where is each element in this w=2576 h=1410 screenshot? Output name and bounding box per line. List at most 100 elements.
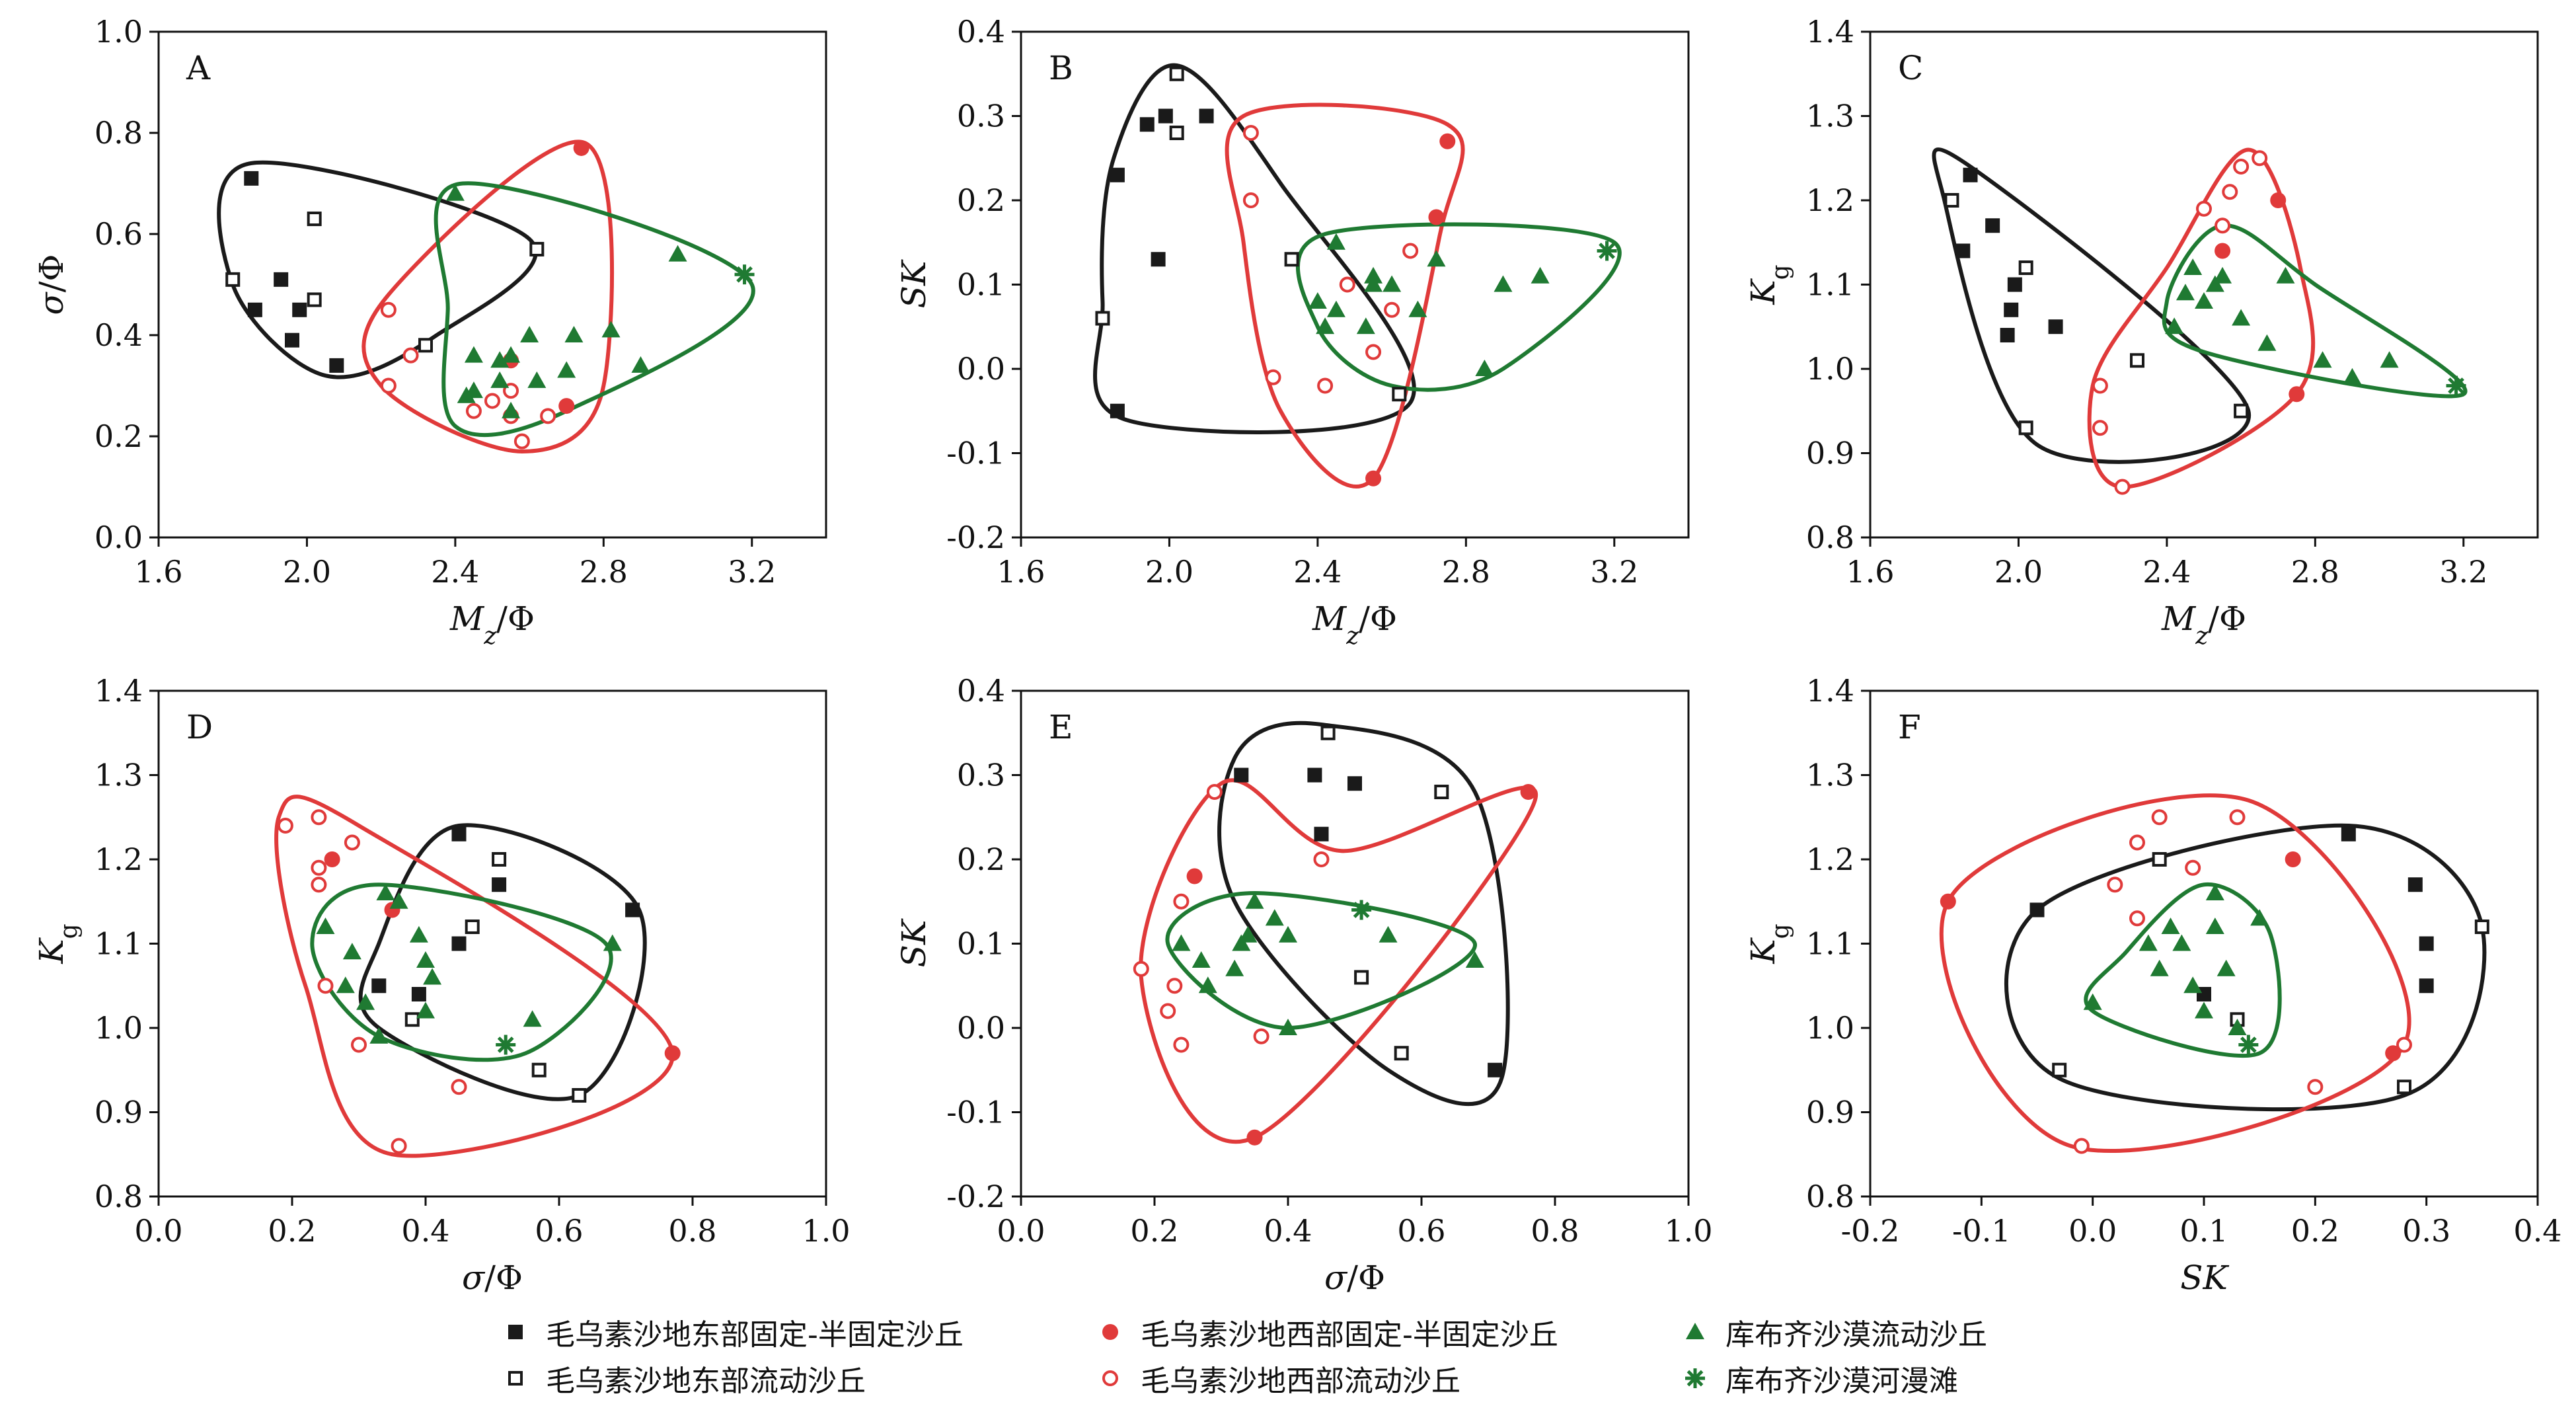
point-west-mobile	[484, 393, 500, 409]
y-tick-label: 0.2	[957, 182, 1005, 218]
hull-west	[361, 139, 615, 453]
panel-c: 1.6 2.0 2.4 2.8 3.2 0.8 0.9 1.0 1.1 1.2 1.3 1.4 C Mz/…	[1744, 14, 2539, 650]
point-west-mobile	[1242, 192, 1259, 208]
point-kubuqi-dune	[1379, 925, 1398, 943]
point-west-fixed	[1940, 893, 1956, 910]
point-kubuqi-dune	[369, 1027, 389, 1044]
point-west-mobile	[1160, 1003, 1176, 1019]
x-tick-label: 0.4	[2513, 1213, 2561, 1249]
point-kubuqi-dune	[1408, 300, 1427, 317]
point-east-mobile	[2018, 260, 2033, 275]
point-east-mobile	[1392, 387, 1407, 402]
point-kubuqi-dune	[2343, 368, 2362, 385]
legend-marker	[508, 1325, 523, 1339]
x-tick-label: 3.2	[2439, 554, 2487, 590]
point-east-fixed	[2419, 978, 2434, 994]
panel-a: 1.6 2.0 2.4 2.8 3.2 0.0 0.2 0.4 0.6 0.8 1.0 A Mz/Φ σ/…	[32, 14, 827, 650]
point-kubuqi-flood	[496, 1035, 516, 1055]
point-east-fixed	[451, 826, 467, 842]
y-axis-label: Kg	[1744, 923, 1794, 964]
legend-label: 毛乌素沙地西部固定-半固定沙丘	[1141, 1318, 1558, 1352]
point-kubuqi-dune	[376, 884, 395, 900]
hulls	[1940, 793, 2487, 1153]
y-tick-label: 0.8	[1806, 1179, 1854, 1214]
point-west-mobile	[2396, 1037, 2412, 1053]
point-east-mobile	[2397, 1079, 2411, 1095]
legend-marker	[1686, 1323, 1704, 1339]
point-east-fixed	[1199, 108, 1214, 124]
point-east-fixed	[2407, 877, 2423, 892]
x-tick-label: 1.6	[1846, 554, 1894, 590]
x-tick-label: 0.3	[2402, 1213, 2450, 1249]
x-tick-label: 3.2	[1590, 554, 1638, 590]
points	[277, 809, 681, 1154]
hulls	[274, 795, 675, 1158]
point-west-mobile	[311, 859, 327, 876]
plot-frame	[1020, 689, 1690, 1198]
panel-d: 0.0 0.2 0.4 0.6 0.8 1.0 0.8 0.9 1.0 1.1 1.2 1.3 1.4 D…	[32, 673, 851, 1297]
point-east-fixed	[1488, 1062, 1503, 1077]
legend-item-kubuqi-flood: 库布齐沙漠河漫滩	[1682, 1355, 1958, 1401]
point-kubuqi-flood	[2446, 375, 2466, 396]
hull-kubuqi	[310, 882, 613, 1062]
x-tick-label: 0.0	[134, 1213, 182, 1249]
point-kubuqi-dune	[2205, 275, 2224, 292]
hulls	[1932, 147, 2468, 489]
point-east-fixed	[1139, 117, 1155, 132]
point-west-mobile	[2252, 150, 2268, 167]
point-east-mobile	[1944, 193, 1959, 208]
x-tick-label: 2.8	[580, 554, 628, 590]
point-west-mobile	[380, 377, 397, 394]
point-west-mobile	[351, 1037, 367, 1053]
point-east-fixed	[1963, 167, 1978, 182]
plot-frame	[1869, 30, 2539, 539]
point-kubuqi-dune	[464, 346, 483, 363]
point-kubuqi-dune	[502, 401, 521, 418]
point-kubuqi-dune	[1308, 292, 1327, 309]
y-tick-label: 0.0	[957, 1010, 1005, 1046]
point-east-mobile	[465, 920, 480, 934]
legend-item-east-fixed: 毛乌素沙地东部固定-半固定沙丘	[502, 1309, 964, 1355]
point-east-fixed	[625, 902, 640, 918]
y-axis-label: SK	[895, 918, 933, 967]
legend-label: 毛乌素沙地西部流动沙丘	[1141, 1364, 1460, 1398]
point-west-mobile	[451, 1079, 467, 1095]
hull-kubuqi	[434, 181, 755, 438]
plot-frame	[157, 689, 827, 1198]
point-west-mobile	[2073, 1138, 2090, 1154]
x-tick-label: 0.2	[268, 1213, 316, 1249]
points	[225, 139, 755, 450]
point-west-fixed	[324, 851, 340, 867]
point-west-mobile	[540, 408, 556, 424]
x-tick-label: 0.8	[1531, 1213, 1579, 1249]
point-kubuqi-dune	[316, 918, 335, 934]
point-east-mobile	[1434, 785, 1449, 799]
point-west-mobile	[402, 347, 419, 364]
point-kubuqi-dune	[2250, 909, 2269, 926]
point-west-mobile	[1133, 960, 1149, 977]
points	[1095, 66, 1617, 487]
point-kubuqi-dune	[1225, 959, 1244, 976]
x-axis-label: Mz/Φ	[1312, 600, 1397, 650]
y-axis-label: Kg	[1744, 264, 1794, 305]
point-west-fixed	[573, 139, 589, 156]
point-east-fixed	[2000, 328, 2015, 342]
x-tick-label: 0.4	[401, 1213, 449, 1249]
point-kubuqi-dune	[2380, 351, 2399, 368]
y-tick-label: 0.3	[957, 98, 1005, 134]
panel-letter: F	[1898, 708, 1921, 746]
points	[1940, 809, 2489, 1154]
point-west-mobile	[2185, 859, 2201, 876]
point-west-mobile	[2129, 834, 2145, 851]
point-east-mobile	[1284, 252, 1299, 267]
point-east-mobile	[531, 1062, 547, 1077]
point-east-mobile	[1394, 1046, 1409, 1061]
legend-marker	[1685, 1368, 1705, 1388]
point-east-fixed	[2029, 902, 2045, 918]
point-kubuqi-dune	[2257, 334, 2277, 351]
point-kubuqi-dune	[668, 245, 687, 262]
point-west-mobile	[2307, 1079, 2324, 1095]
point-east-mobile	[2474, 920, 2489, 934]
x-tick-label: 2.4	[1293, 554, 1342, 590]
point-kubuqi-dune	[356, 993, 375, 1010]
